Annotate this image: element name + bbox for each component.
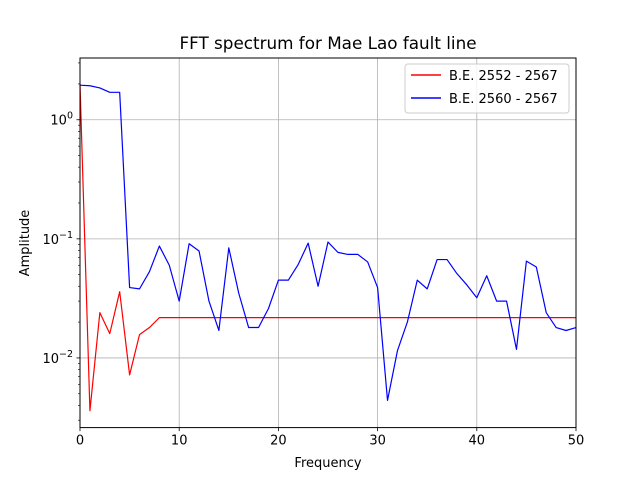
y-tick-label: 100 <box>50 111 73 129</box>
x-tick-label: 30 <box>369 434 386 449</box>
x-tick-label: 10 <box>171 434 188 449</box>
legend-label-series-2: B.E. 2560 - 2567 <box>449 92 558 107</box>
series-line-2 <box>79 84 577 401</box>
plot-frame <box>79 57 577 429</box>
x-axis-label: Frequency <box>294 456 361 471</box>
y-tick-label: 10−2 <box>42 349 73 367</box>
series-line-1 <box>79 83 576 412</box>
x-tick-label: 40 <box>469 434 486 449</box>
legend: B.E. 2552 - 2567 B.E. 2560 - 2567 <box>404 63 570 114</box>
legend-frame <box>404 63 570 114</box>
x-tick-label: 50 <box>568 434 585 449</box>
x-tick-label: 20 <box>270 434 287 449</box>
axis-ticks: 0 10 20 30 40 50 10−2 10−1 100 <box>42 62 585 449</box>
legend-label-series-1: B.E. 2552 - 2567 <box>449 69 558 84</box>
y-tick-label: 10−1 <box>42 230 73 248</box>
y-axis-label: Amplitude <box>18 210 33 277</box>
x-tick-label: 0 <box>76 434 84 449</box>
series-lines <box>79 83 577 412</box>
chart-title: FFT spectrum for Mae Lao fault line <box>179 33 476 53</box>
